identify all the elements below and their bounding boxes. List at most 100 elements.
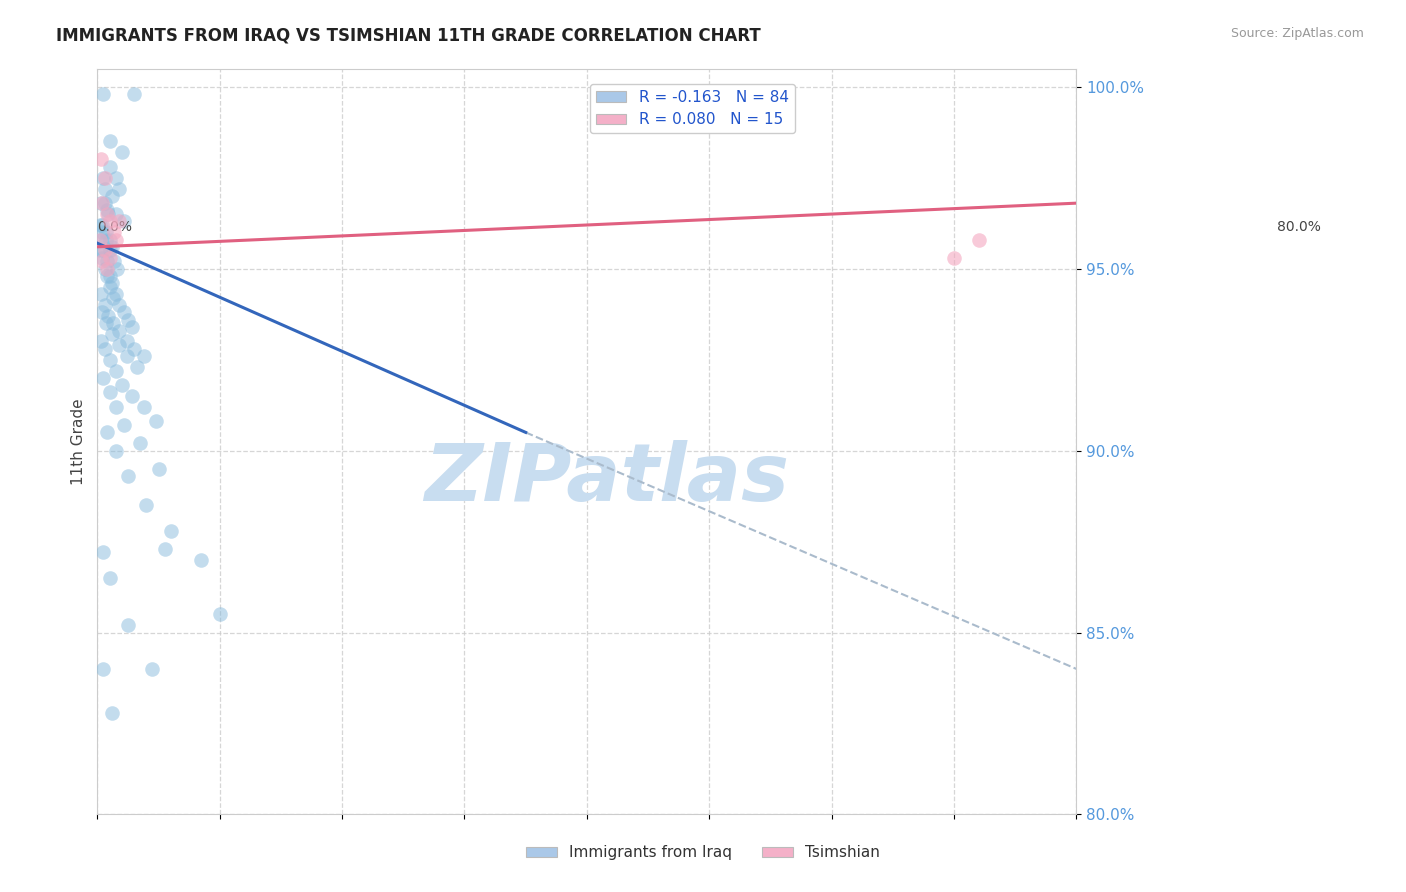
Point [98,571,121,585]
Point [122,87,145,101]
Point [93,170,115,185]
Point [117,469,139,483]
Point [108,181,131,195]
Point [135,498,157,512]
Point [108,214,131,228]
Y-axis label: 11th Grade: 11th Grade [72,398,86,485]
Point [121,319,143,334]
Point [93,298,115,312]
Point [145,415,167,429]
Point [98,268,121,283]
Point [98,233,121,247]
Point [98,385,121,400]
Point [104,170,127,185]
Point [96,268,118,283]
Point [103,316,125,330]
Point [90,196,112,211]
Point [96,261,118,276]
Legend: Immigrants from Iraq, Tsimshian: Immigrants from Iraq, Tsimshian [520,839,886,866]
Point [115,349,138,363]
Text: Source: ZipAtlas.com: Source: ZipAtlas.com [1230,27,1364,40]
Point [90,233,112,247]
Point [94,225,117,239]
Point [96,207,118,221]
Point [91,196,114,211]
Point [153,541,176,556]
Point [90,153,112,167]
Point [112,305,135,319]
Point [117,618,139,632]
Text: IMMIGRANTS FROM IRAQ VS TSIMSHIAN 11TH GRADE CORRELATION CHART: IMMIGRANTS FROM IRAQ VS TSIMSHIAN 11TH G… [56,27,761,45]
Point [104,287,127,301]
Point [132,349,155,363]
Point [93,87,115,101]
Point [103,254,125,268]
Legend: R = -0.163   N = 84, R = 0.080   N = 15: R = -0.163 N = 84, R = 0.080 N = 15 [589,84,794,134]
Point [101,706,124,720]
Point [98,160,121,174]
Point [93,545,115,559]
Point [190,553,212,567]
Point [105,261,128,276]
Point [122,342,145,356]
Point [111,378,134,392]
Point [97,207,120,221]
Point [98,214,121,228]
Point [115,334,138,349]
Point [117,312,139,326]
Point [104,207,127,221]
Point [90,334,112,349]
Point [141,662,163,676]
Point [91,225,114,239]
Point [93,371,115,385]
Point [108,324,131,338]
Point [93,662,115,676]
Point [943,251,966,265]
Point [159,524,181,538]
Point [93,196,115,211]
Point [91,218,114,232]
Point [101,240,124,254]
Point [96,254,118,268]
Point [967,233,990,247]
Point [97,309,120,323]
Point [98,251,121,265]
Point [125,359,148,374]
Point [121,389,143,403]
Point [90,287,112,301]
Point [129,436,152,450]
Point [96,425,118,440]
Point [104,363,127,377]
Point [98,352,121,367]
Point [91,251,114,265]
Point [104,233,127,247]
Point [104,400,127,414]
Point [96,203,118,218]
Point [94,316,117,330]
Point [93,261,115,276]
Point [103,225,125,239]
Point [132,400,155,414]
Point [98,134,121,148]
Point [91,305,114,319]
Point [112,214,135,228]
Text: 80.0%: 80.0% [1277,220,1322,234]
Point [93,244,115,258]
Point [111,145,134,160]
Point [93,181,115,195]
Text: 0.0%: 0.0% [97,220,132,234]
Point [98,244,121,258]
Point [93,342,115,356]
Point [108,298,131,312]
Text: ZIPatlas: ZIPatlas [425,440,789,517]
Point [101,327,124,342]
Point [89,233,111,247]
Point [89,244,111,258]
Point [101,189,124,203]
Point [104,443,127,458]
Point [101,277,124,291]
Point [98,280,121,294]
Point [94,233,117,247]
Point [208,607,231,622]
Point [91,254,114,268]
